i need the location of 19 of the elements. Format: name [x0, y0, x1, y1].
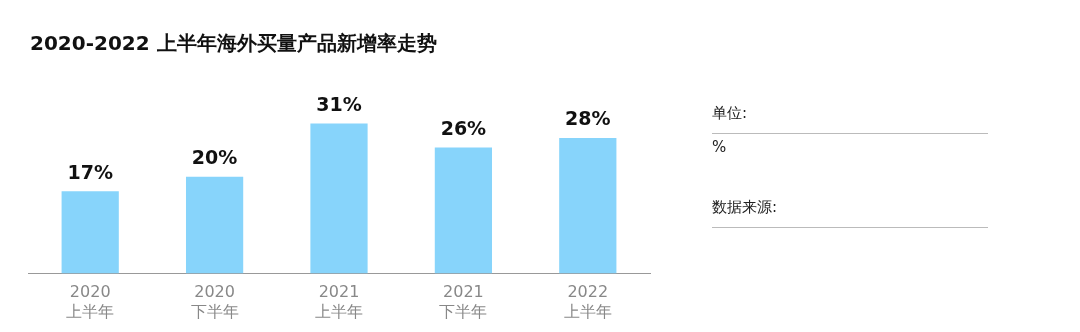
chart-title: 2020-2022 上半年海外买量产品新增率走势	[30, 30, 437, 57]
data-label: 28%	[565, 107, 611, 130]
x-tick-label: 2021 上半年	[315, 282, 363, 321]
x-tick-label: 2022 上半年	[563, 282, 612, 321]
data-label: 26%	[440, 117, 487, 140]
x-tick-label: 2020 下半年	[190, 282, 239, 321]
data-label: 31%	[316, 92, 362, 115]
bar	[185, 176, 244, 274]
x-tick-label: 2021 下半年	[439, 282, 488, 321]
x-tick-label: 2020 上半年	[66, 282, 115, 321]
bar	[61, 191, 119, 274]
bar	[434, 147, 493, 274]
bar	[559, 137, 617, 274]
text: 单位:	[712, 100, 988, 134]
data-label: 17%	[67, 160, 113, 183]
text: %	[712, 137, 728, 158]
data-label: 20%	[191, 146, 238, 169]
source-note: 数据来源:	[712, 194, 988, 228]
bar	[310, 123, 368, 274]
